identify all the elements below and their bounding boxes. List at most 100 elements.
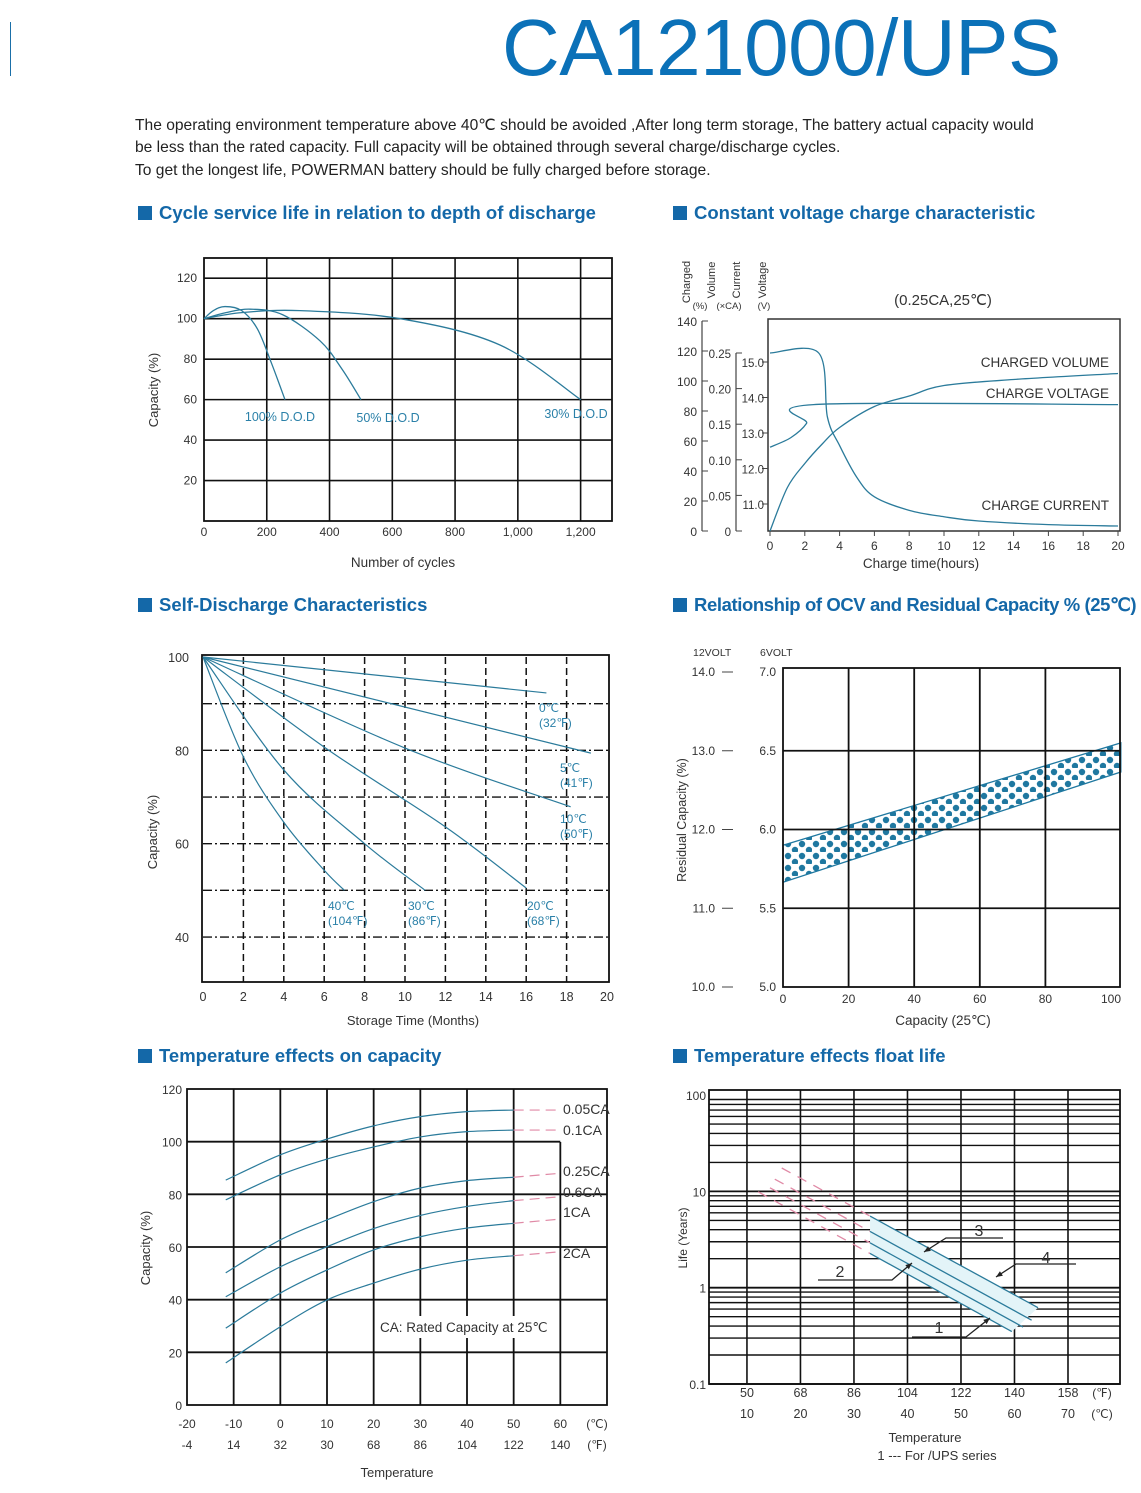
series-line (225, 1129, 514, 1201)
x-tick-label-f: 14 (227, 1438, 241, 1452)
series-label: 0℃ (539, 701, 559, 715)
y-tick-label: 60 (169, 1241, 183, 1255)
x-tick-label: 40 (908, 992, 922, 1006)
chart-temperature-capacity: -20 -10 0 10 20 30 40 50 60 -4 14 32 30 68 86 104 122 140… (138, 1083, 610, 1480)
extrapolated-line (774, 1178, 871, 1233)
y-tick-label-6v: 5.0 (759, 980, 776, 994)
series-label: 0.25CA (563, 1163, 610, 1179)
series-line (225, 1200, 514, 1298)
x-tick-label: 1,000 (503, 525, 533, 539)
x-tick-label-c: -20 (178, 1417, 196, 1431)
series-label: 1 (935, 1320, 944, 1337)
x-tick-label-c: 50 (954, 1407, 968, 1421)
y-tick-label: 100 (162, 1136, 182, 1150)
section-header-self-discharge: Self-Discharge Characteristics (138, 594, 427, 616)
axis-unit: (%) (693, 301, 708, 312)
x-tick-label-c: 40 (460, 1417, 474, 1431)
x-tick-label-c: -10 (225, 1417, 243, 1431)
chart-ocv: 0 20 40 60 80 100 10.0 11.0 12.0 13.0 14.0 5.0 5.5 6.… (675, 647, 1122, 1028)
plot-frame (186, 1088, 608, 1406)
x-tick-label: 18 (560, 990, 574, 1004)
x-tick-label: 14 (1007, 539, 1021, 553)
current-tick-label: 0 (725, 527, 731, 539)
y-tick-label: 40 (169, 1294, 183, 1308)
series-line (225, 1176, 514, 1274)
extrapolated-line (513, 1196, 561, 1202)
charged-tick-label: 120 (677, 345, 697, 359)
series-label: 30% D.O.D (544, 407, 607, 421)
voltage-tick-label: 14.0 (742, 394, 764, 406)
square-bullet-icon (138, 1049, 152, 1063)
x-tick-label-f: 32 (274, 1438, 288, 1452)
x-tick-label-f: 30 (320, 1438, 334, 1452)
x-tick-label: 12 (438, 990, 452, 1004)
series-line (203, 305, 286, 400)
x-tick-label: 100 (1101, 992, 1121, 1006)
x-tick-label-f: -4 (182, 1438, 193, 1452)
arrow-icon (924, 1246, 931, 1252)
x-tick-label-f: 86 (847, 1386, 861, 1400)
x-tick-label: 6 (871, 539, 878, 553)
square-bullet-icon (138, 598, 152, 612)
section-title: Relationship of OCV and Residual Capacit… (694, 594, 1137, 615)
series-line (869, 1242, 1024, 1328)
leader-line (995, 1263, 1076, 1278)
x-tick-label-f: 68 (367, 1438, 381, 1452)
x-tick-label-c: 30 (847, 1407, 861, 1421)
x-tick-label: 80 (1039, 992, 1053, 1006)
x-tick-label: 8 (361, 990, 368, 1004)
plot-frame (201, 654, 610, 983)
x-tick-label-c: 10 (320, 1417, 334, 1431)
series-sublabel: (104℉) (328, 914, 367, 928)
x-tick-label: 0 (767, 539, 774, 553)
chart-cycle-life: 0 200 400 600 800 1,000 1,200 20 40 60 80 100 120 100… (146, 257, 613, 570)
series-label: CHARGED VOLUME (981, 355, 1109, 370)
series-sublabel: (50℉) (560, 827, 593, 841)
x-tick-label: 0 (200, 990, 207, 1004)
x-tick-label: 2 (240, 990, 247, 1004)
x-unit-f: (℉) (587, 1438, 606, 1452)
series-line (202, 656, 345, 891)
x-axis-title: Charge time(hours) (863, 556, 979, 571)
square-bullet-icon (138, 206, 152, 220)
section-header-ocv: Relationship of OCV and Residual Capacit… (673, 594, 1137, 616)
series-label: 20℃ (527, 899, 554, 913)
ocv-band (782, 741, 1122, 884)
y-tick-label: 80 (184, 352, 198, 366)
y-tick-label-12v: 13.0 (692, 744, 716, 758)
leader-line (923, 1237, 1003, 1253)
charged-tick-label: 20 (684, 495, 698, 509)
section-header-float-life: Temperature effects float life (673, 1045, 946, 1067)
x-axis-title: Storage Time (Months) (347, 1013, 479, 1028)
x-unit-c: (℃) (586, 1417, 607, 1431)
current-tick-label: 0.05 (709, 491, 731, 503)
x-tick-label-f: 140 (550, 1438, 570, 1452)
section-title: Temperature effects on capacity (159, 1045, 442, 1066)
plot-frame (203, 257, 613, 522)
x-tick-label-f: 104 (897, 1386, 918, 1400)
series-label: 100% D.O.D (245, 410, 315, 424)
x-tick-label-c: 0 (277, 1417, 284, 1431)
series-label: 50% D.O.D (356, 411, 419, 425)
axis-header: Charged (681, 261, 693, 303)
extrapolated-line (769, 1187, 871, 1244)
series-line (225, 1109, 514, 1181)
x-tick-label: 400 (320, 525, 340, 539)
y-tick-label: 40 (184, 433, 198, 447)
y-tick-label: 20 (184, 474, 198, 488)
series-label: 0.1CA (563, 1122, 603, 1138)
series-sublabel: (41℉) (560, 776, 593, 790)
y-tick-label: 0.1 (689, 1378, 706, 1392)
life-band (870, 1216, 1039, 1332)
x-tick-label-f: 86 (414, 1438, 428, 1452)
series-label: 10℃ (560, 812, 587, 826)
x-tick-label: 10 (937, 539, 951, 553)
x-tick-label: 8 (906, 539, 913, 553)
square-bullet-icon (673, 1049, 687, 1063)
series-label: 30℃ (408, 899, 435, 913)
x-tick-label-c: 20 (794, 1407, 808, 1421)
y-tick-label-6v: 7.0 (759, 665, 776, 679)
extrapolated-line (757, 1191, 871, 1255)
x-tick-label: 16 (1042, 539, 1056, 553)
x-tick-label: 0 (780, 992, 787, 1006)
